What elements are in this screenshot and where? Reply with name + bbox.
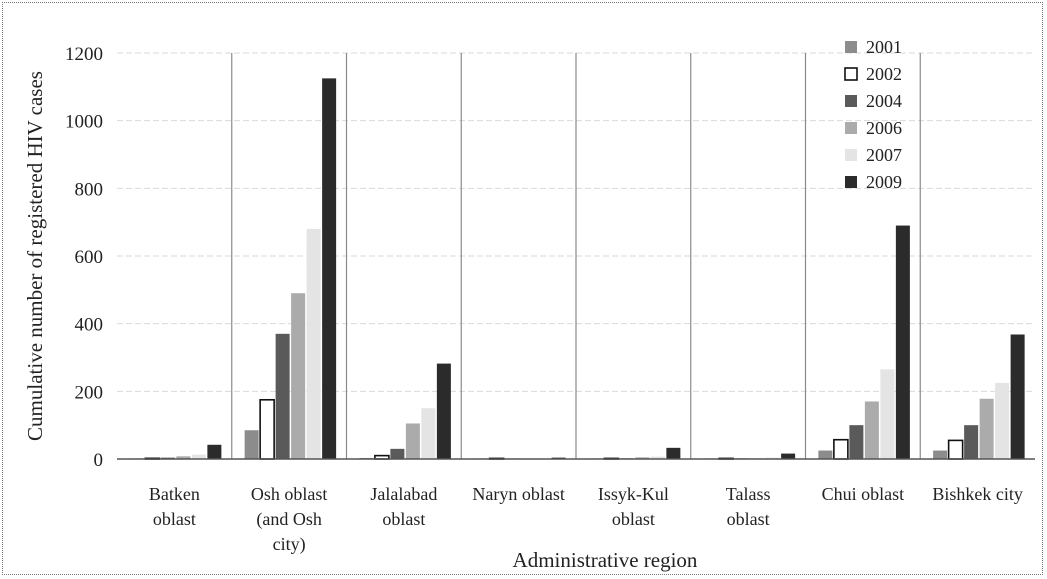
y-tick-label: 800 (75, 179, 104, 200)
bar-2009 (895, 225, 910, 459)
category-label: Chui oblast (822, 484, 905, 504)
legend-swatch (845, 122, 857, 134)
legend-swatch (844, 67, 858, 81)
y-tick-label: 600 (75, 247, 104, 268)
bar-2006 (979, 398, 994, 459)
legend-label: 2006 (866, 118, 902, 138)
legend-label: 2004 (866, 91, 902, 111)
category-label: Naryn oblast (472, 484, 564, 504)
y-tick-label: 1000 (65, 112, 103, 133)
bar-2002 (259, 398, 275, 460)
y-tick-labels: 0 200 400 600 800 1000 1200 (65, 44, 103, 471)
bar-2007 (421, 408, 436, 459)
bar-2007 (650, 456, 665, 459)
bar-2004 (849, 425, 864, 459)
category-label: oblast (612, 509, 655, 529)
category-label: city) (273, 534, 306, 555)
x-category-labels: Batken oblast Osh oblast (and Osh city) Jalal… (149, 484, 1023, 555)
category-label: Jalalabad (370, 484, 437, 504)
bar-2002 (947, 439, 964, 460)
category-label: Batken (149, 484, 200, 504)
bar-2006 (635, 457, 650, 459)
category-label: Bishkek city (932, 484, 1023, 504)
bar-2009 (322, 78, 337, 459)
legend-label: 2002 (866, 64, 902, 84)
bar-2007 (880, 369, 895, 459)
bar-2009 (781, 453, 796, 459)
legend-label: 2007 (866, 145, 902, 165)
bars (129, 78, 1025, 460)
bar-2007 (191, 454, 206, 459)
legend-swatch (845, 176, 857, 188)
bar-2001 (818, 450, 833, 459)
category-label: oblast (727, 509, 770, 529)
bar-2009 (666, 447, 681, 459)
bar-2001 (244, 430, 259, 459)
x-axis-title: Administrative region (513, 548, 698, 572)
bar-2006 (176, 456, 191, 459)
category-label: Talass (726, 484, 771, 504)
y-tick-label: 0 (94, 450, 104, 471)
bar-2009 (1010, 334, 1025, 459)
legend-label: 2009 (866, 172, 902, 192)
bar-2006 (864, 401, 879, 459)
category-label: (and Osh (256, 509, 322, 530)
y-tick-label: 400 (75, 315, 104, 336)
bar-2009 (436, 363, 451, 459)
bar-2007 (995, 382, 1010, 459)
y-axis-title: Cumulative number of registered HIV case… (23, 71, 47, 441)
bar-2002 (833, 438, 849, 460)
legend-swatch (845, 95, 857, 107)
category-label: oblast (382, 509, 425, 529)
bar-2004 (390, 448, 405, 459)
category-dividers (231, 53, 921, 459)
bar-2004 (275, 333, 290, 459)
category-label: oblast (153, 509, 196, 529)
y-tick-label: 1200 (65, 44, 103, 65)
legend: 2001 2002 2004 2006 2007 2009 (844, 37, 902, 192)
bar-2007 (306, 228, 321, 459)
legend-swatch (845, 149, 857, 161)
bar-2006 (291, 293, 306, 459)
category-label: Osh oblast (251, 484, 328, 504)
legend-swatch (845, 41, 857, 53)
bar-2009 (207, 444, 222, 459)
category-label: Issyk-Kul (598, 484, 669, 504)
bar-2004 (964, 425, 979, 459)
legend-label: 2001 (866, 37, 902, 57)
bar-2001 (933, 450, 948, 459)
y-tick-label: 200 (75, 382, 104, 403)
bar-2006 (405, 423, 420, 459)
